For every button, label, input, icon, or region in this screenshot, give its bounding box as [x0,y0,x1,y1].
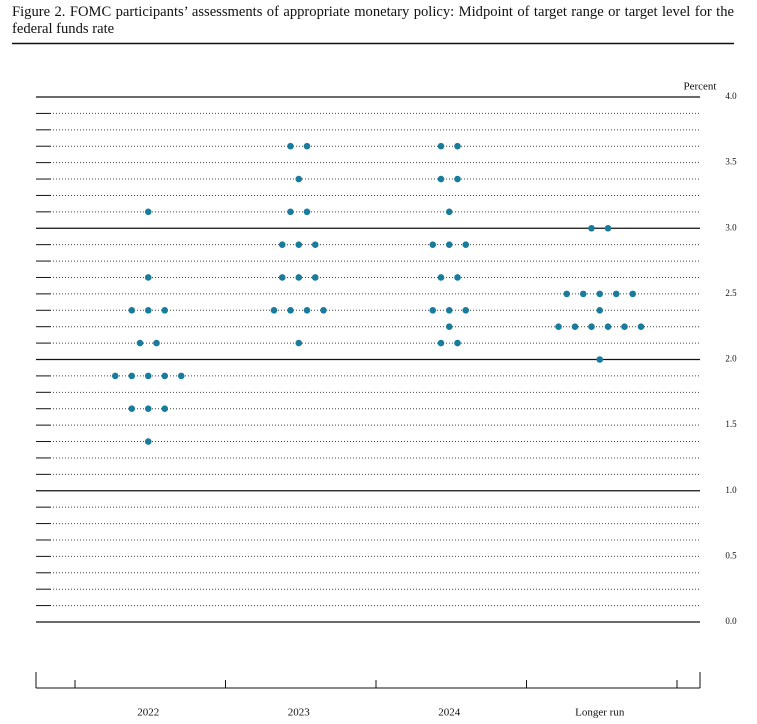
dot [588,224,595,232]
x-tick-label: 2024 [438,707,461,719]
y-tick-label: 3.0 [725,222,737,232]
y-tick-label: 2.0 [725,354,737,364]
dot [596,290,604,298]
dot [588,323,595,330]
dot [579,290,587,298]
y-tick-label: 4.0 [725,91,737,101]
x-tick-label: Longer run [575,707,625,719]
dot [136,339,144,347]
dot [462,241,470,248]
dot [629,290,637,298]
dot [144,372,152,380]
dot [311,241,319,248]
dot [637,323,645,330]
dot [161,372,169,380]
dot [604,323,612,330]
dot [303,306,311,314]
dot [320,306,327,314]
dot [128,372,136,380]
dot [454,274,461,281]
chart-title: Figure 2. FOMC participants’ assessments… [12,4,734,37]
y-tick-label: 0.5 [725,550,737,560]
dot [596,306,604,314]
dot [270,306,278,314]
dot [144,208,152,216]
y-axis-label: Percent [684,81,717,93]
dot [295,339,303,347]
dot [454,339,461,347]
dot [445,241,453,248]
dot [445,306,453,314]
dot [445,208,453,216]
dot [287,142,294,150]
dot [429,241,437,248]
y-tick-label: 2.5 [725,288,737,298]
dot [612,290,620,298]
dot [454,175,461,183]
dot [295,175,303,183]
dot [445,323,453,330]
x-tick-label: 2023 [288,707,311,719]
dot [161,405,169,413]
dot [287,208,294,216]
dot [437,339,445,347]
dot [278,274,286,281]
dot [144,274,152,281]
dot [437,175,445,183]
dot [454,142,461,150]
dot [161,306,169,314]
dot [278,241,286,248]
dot [144,306,152,314]
dot [311,274,319,281]
y-tick-label: 1.5 [725,419,737,429]
dot [144,438,152,445]
dot [596,356,604,363]
dot [437,142,445,150]
dot [153,339,160,347]
dot [571,323,579,330]
dot [429,306,437,314]
dot [287,306,294,314]
dot [177,372,185,380]
dot [128,306,136,314]
dot [144,405,152,413]
dot [303,208,311,216]
dot [462,306,470,314]
x-tick-label: 2022 [137,707,159,719]
dot [111,372,119,380]
dot [437,274,445,281]
dot [621,323,628,330]
dot [295,274,303,281]
dot [604,224,612,232]
y-tick-label: 3.5 [725,157,737,167]
y-tick-label: 1.0 [725,485,737,495]
dot [128,405,136,413]
y-tick-label: 0.0 [725,616,737,626]
dot [563,290,571,298]
dot [555,323,562,330]
dot [295,241,303,248]
dot [303,142,311,150]
